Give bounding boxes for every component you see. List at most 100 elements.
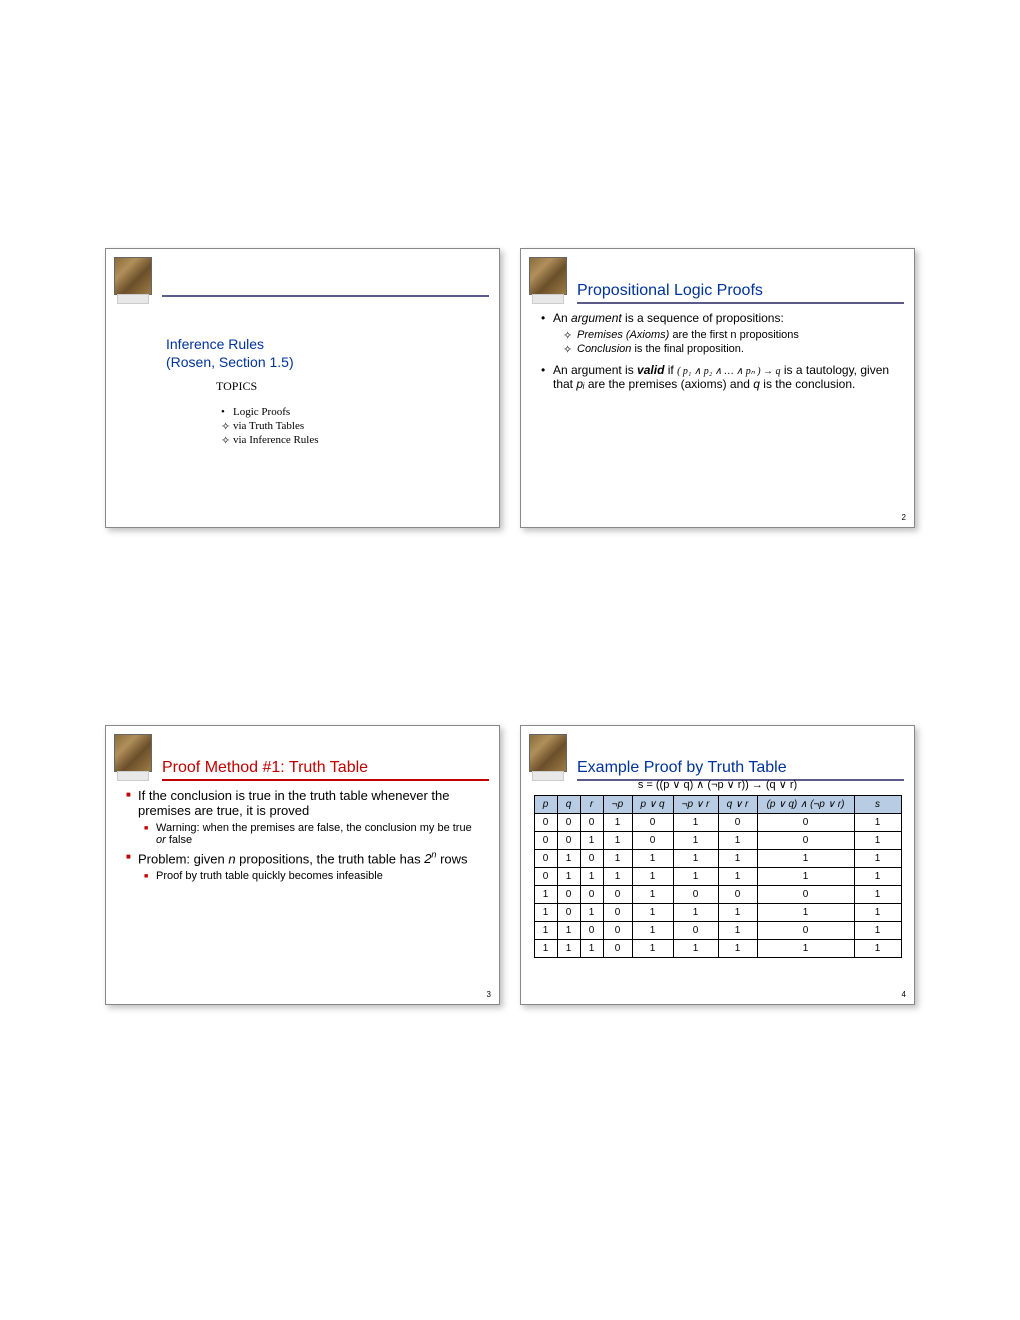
- text: are the premises (axioms) and: [585, 377, 754, 391]
- title-bar: Proof Method #1: Truth Table: [162, 759, 489, 781]
- table-cell: 0: [580, 886, 603, 904]
- table-row: 101011111: [534, 904, 901, 922]
- var: q: [753, 377, 760, 391]
- table-cell: 0: [534, 868, 557, 886]
- text: Problem: given: [138, 851, 228, 866]
- text: are the first n propositions: [669, 329, 799, 341]
- table-cell: 1: [673, 814, 718, 832]
- slide-4: Example Proof by Truth Table s = ((p ∨ q…: [520, 725, 915, 1005]
- table-cell: 1: [534, 904, 557, 922]
- bullet: Problem: given n propositions, the truth…: [126, 850, 484, 866]
- em: argument: [571, 311, 622, 325]
- slide-3: Proof Method #1: Truth Table If the conc…: [105, 725, 500, 1005]
- table-row: 000101001: [534, 814, 901, 832]
- truth-table: pqr¬pp ∨ q¬p ∨ rq ∨ r(p ∨ q) ∧ (¬p ∨ r)s…: [534, 795, 902, 958]
- table-cell: 1: [673, 868, 718, 886]
- table-cell: 1: [757, 904, 854, 922]
- table-row: 100010001: [534, 886, 901, 904]
- header-rule: [162, 259, 489, 297]
- table-cell: 0: [557, 814, 580, 832]
- truth-table-caption: s = ((p ∨ q) ∧ (¬p ∨ r)) → (q ∨ r): [531, 778, 904, 791]
- slide-number: 2: [902, 513, 906, 522]
- table-cell: 1: [854, 904, 901, 922]
- table-row: 110010101: [534, 922, 901, 940]
- list-item: Logic Proofs: [221, 406, 319, 418]
- table-header: ¬p: [603, 796, 632, 814]
- table-cell: 1: [718, 904, 757, 922]
- sub-bullet: Conclusion is the final proposition.: [563, 343, 899, 355]
- table-header: s: [854, 796, 901, 814]
- table-cell: 1: [757, 940, 854, 958]
- table-cell: 0: [718, 814, 757, 832]
- table-cell: 1: [673, 850, 718, 868]
- table-cell: 0: [757, 832, 854, 850]
- text: propositions, the truth table has: [236, 851, 425, 866]
- table-cell: 1: [534, 886, 557, 904]
- var: pᵢ: [576, 377, 584, 391]
- table-cell: 1: [580, 868, 603, 886]
- table-cell: 0: [534, 850, 557, 868]
- slide-1: Inference Rules (Rosen, Section 1.5) TOP…: [105, 248, 500, 528]
- table-cell: 1: [632, 886, 673, 904]
- formula: ( p₁ ∧ p₂ ∧ … ∧ pₙ ) → q: [677, 366, 780, 377]
- table-cell: 1: [673, 940, 718, 958]
- sub-bullet: Proof by truth table quickly becomes inf…: [144, 870, 484, 882]
- table-cell: 0: [718, 886, 757, 904]
- text: An: [553, 311, 571, 325]
- text: is the conclusion.: [760, 377, 855, 391]
- table-header: ¬p ∨ r: [673, 796, 718, 814]
- table-cell: 0: [534, 814, 557, 832]
- table-header: r: [580, 796, 603, 814]
- table-cell: 1: [632, 904, 673, 922]
- table-cell: 1: [534, 940, 557, 958]
- slide-number: 4: [902, 990, 906, 999]
- bullet: If the conclusion is true in the truth t…: [126, 788, 484, 818]
- table-cell: 0: [603, 904, 632, 922]
- table-cell: 1: [632, 940, 673, 958]
- table-cell: 0: [757, 814, 854, 832]
- table-cell: 1: [757, 850, 854, 868]
- table-header-row: pqr¬pp ∨ q¬p ∨ rq ∨ r(p ∨ q) ∧ (¬p ∨ r)s: [534, 796, 901, 814]
- table-cell: 1: [632, 922, 673, 940]
- list-item: via Inference Rules: [221, 434, 319, 446]
- sub-bullet: Warning: when the premises are false, th…: [144, 822, 484, 846]
- table-row: 111011111: [534, 940, 901, 958]
- slide-number: 3: [487, 990, 491, 999]
- slide-row-2: Proof Method #1: Truth Table If the conc…: [0, 725, 1020, 1005]
- table-cell: 1: [557, 850, 580, 868]
- topics-label: TOPICS: [216, 379, 257, 394]
- table-row: 001101101: [534, 832, 901, 850]
- table-cell: 1: [854, 814, 901, 832]
- slide2-body: An argument is a sequence of proposition…: [541, 307, 899, 395]
- text: false: [166, 834, 192, 846]
- slide3-body: If the conclusion is true in the truth t…: [126, 784, 484, 884]
- table-cell: 0: [757, 922, 854, 940]
- slide4-body: s = ((p ∨ q) ∧ (¬p ∨ r)) → (q ∨ r) pqr¬p…: [531, 776, 904, 958]
- table-cell: 1: [854, 868, 901, 886]
- slide1-title-line2: (Rosen, Section 1.5): [166, 354, 294, 370]
- table-header: q ∨ r: [718, 796, 757, 814]
- table-header: (p ∨ q) ∧ (¬p ∨ r): [757, 796, 854, 814]
- textbook-icon: [529, 734, 567, 772]
- table-cell: 1: [557, 922, 580, 940]
- table-cell: 0: [673, 922, 718, 940]
- table-cell: 0: [673, 886, 718, 904]
- table-cell: 0: [534, 832, 557, 850]
- table-cell: 1: [718, 850, 757, 868]
- slide1-title: Inference Rules (Rosen, Section 1.5): [166, 335, 294, 371]
- table-cell: 1: [757, 868, 854, 886]
- table-cell: 1: [718, 832, 757, 850]
- table-cell: 0: [632, 832, 673, 850]
- table-cell: 1: [854, 886, 901, 904]
- table-cell: 0: [603, 940, 632, 958]
- textbook-icon: [114, 734, 152, 772]
- table-cell: 1: [673, 832, 718, 850]
- table-cell: 0: [557, 832, 580, 850]
- table-cell: 1: [718, 922, 757, 940]
- table-cell: 1: [854, 940, 901, 958]
- textbook-icon: [114, 257, 152, 295]
- text: An argument is: [553, 363, 637, 377]
- table-cell: 0: [603, 922, 632, 940]
- slide-row-1: Inference Rules (Rosen, Section 1.5) TOP…: [0, 248, 1020, 528]
- list-item: via Truth Tables: [221, 420, 319, 432]
